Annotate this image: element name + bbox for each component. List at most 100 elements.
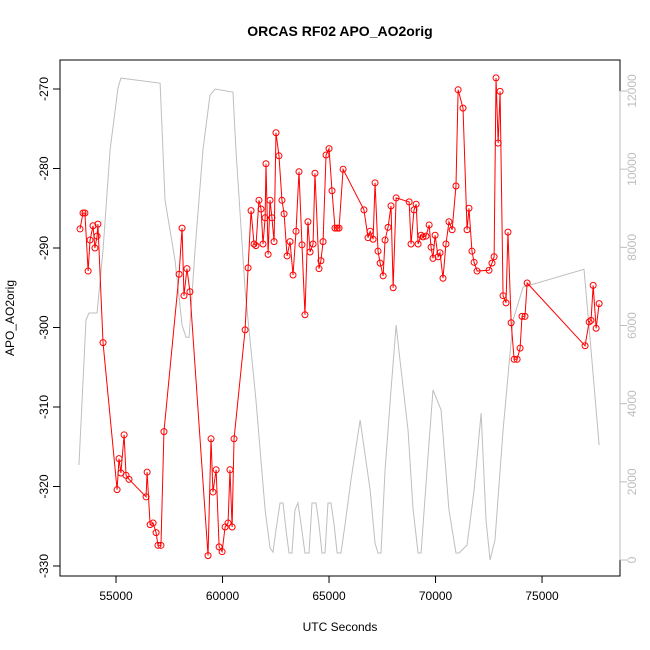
point	[485, 266, 493, 274]
y2-tick-label: 12000	[625, 74, 639, 108]
point	[492, 74, 500, 82]
point	[445, 218, 453, 226]
point	[204, 552, 212, 560]
point	[89, 222, 97, 230]
point	[422, 232, 430, 240]
point	[502, 299, 510, 307]
point	[218, 548, 226, 556]
point	[311, 169, 319, 177]
point	[322, 151, 330, 159]
point	[516, 344, 524, 352]
point	[298, 241, 306, 249]
point	[595, 300, 603, 308]
point	[301, 311, 309, 319]
point	[115, 455, 123, 463]
point	[304, 218, 312, 226]
series-line	[79, 77, 600, 556]
point	[84, 267, 92, 275]
point	[230, 435, 238, 443]
point	[581, 342, 589, 350]
point	[448, 226, 456, 234]
x-axis-label: UTC Seconds	[303, 620, 378, 634]
point	[270, 238, 278, 246]
x-tick-label: 70000	[419, 589, 453, 603]
point	[286, 238, 294, 246]
point	[295, 168, 303, 176]
point	[412, 200, 420, 208]
point	[91, 244, 99, 252]
point	[113, 486, 121, 494]
point	[212, 466, 220, 474]
point	[244, 264, 252, 272]
point	[414, 240, 422, 248]
point	[152, 529, 160, 537]
point	[360, 206, 368, 214]
point	[309, 240, 317, 248]
point	[507, 319, 515, 327]
y2-tick-label: 0	[625, 556, 639, 563]
point	[333, 224, 341, 232]
y2-tick-label: 4000	[625, 390, 639, 417]
point	[521, 312, 529, 320]
point	[94, 220, 102, 228]
point	[463, 226, 471, 234]
point	[459, 104, 467, 112]
y-tick-label: -310	[37, 395, 51, 419]
y-tick-label: -290	[37, 236, 51, 260]
point	[264, 250, 272, 258]
point	[490, 253, 498, 261]
point	[160, 428, 168, 436]
point	[470, 258, 478, 266]
point	[592, 324, 600, 332]
point	[280, 210, 288, 218]
point	[180, 292, 188, 300]
point	[266, 196, 274, 204]
point	[431, 231, 439, 239]
point	[387, 202, 395, 210]
point	[241, 326, 249, 334]
point	[175, 270, 183, 278]
y-tick-label: -330	[37, 554, 51, 578]
point	[488, 259, 496, 267]
point	[468, 247, 476, 255]
point	[510, 355, 518, 363]
point	[315, 265, 323, 273]
point	[379, 272, 387, 280]
point	[331, 224, 339, 232]
point	[465, 204, 473, 212]
y-tick-label: -300	[37, 315, 51, 339]
x-tick-label: 55000	[99, 589, 133, 603]
point	[257, 205, 265, 213]
x-tick-label: 65000	[312, 589, 346, 603]
point	[325, 145, 333, 153]
point	[319, 238, 327, 246]
point	[292, 227, 300, 235]
point	[442, 240, 450, 248]
x-tick-label: 60000	[206, 589, 240, 603]
y2-tick-label: 8000	[625, 234, 639, 261]
point	[76, 225, 84, 233]
point	[79, 209, 87, 217]
point	[154, 541, 162, 549]
point	[407, 240, 415, 248]
point	[439, 274, 447, 282]
point	[186, 288, 194, 296]
point	[272, 129, 280, 137]
point	[93, 232, 101, 240]
point	[261, 214, 269, 222]
y2-tick-label: 6000	[625, 312, 639, 339]
point	[283, 252, 291, 260]
point	[228, 523, 236, 531]
point	[275, 152, 283, 160]
point	[125, 475, 133, 483]
point	[589, 281, 597, 289]
point	[207, 435, 215, 443]
point	[306, 248, 314, 256]
point	[255, 196, 263, 204]
point	[224, 519, 232, 527]
point	[247, 207, 255, 215]
point	[209, 488, 217, 496]
point	[143, 468, 151, 476]
point	[425, 221, 433, 229]
point	[513, 355, 521, 363]
